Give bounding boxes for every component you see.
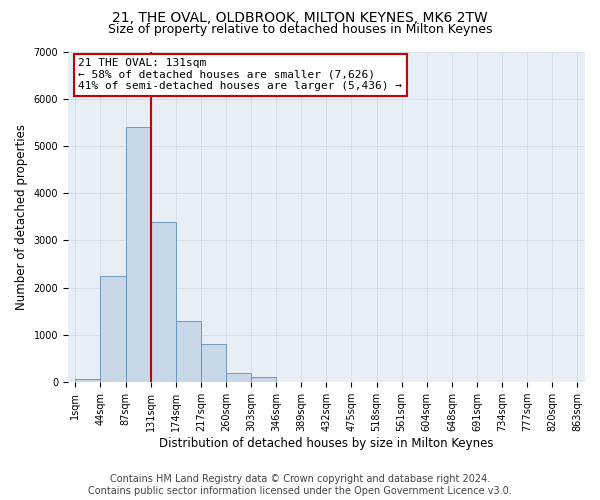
Bar — [201, 344, 226, 382]
Bar — [125, 127, 151, 382]
Bar — [76, 378, 100, 382]
Text: Size of property relative to detached houses in Milton Keynes: Size of property relative to detached ho… — [108, 22, 492, 36]
Bar — [151, 222, 176, 382]
Bar — [226, 373, 251, 382]
Bar — [100, 276, 125, 382]
Y-axis label: Number of detached properties: Number of detached properties — [15, 124, 28, 310]
Text: Contains HM Land Registry data © Crown copyright and database right 2024.
Contai: Contains HM Land Registry data © Crown c… — [88, 474, 512, 496]
Bar — [176, 321, 201, 382]
X-axis label: Distribution of detached houses by size in Milton Keynes: Distribution of detached houses by size … — [159, 437, 494, 450]
Text: 21 THE OVAL: 131sqm
← 58% of detached houses are smaller (7,626)
41% of semi-det: 21 THE OVAL: 131sqm ← 58% of detached ho… — [78, 58, 402, 92]
Bar — [251, 378, 277, 382]
Text: 21, THE OVAL, OLDBROOK, MILTON KEYNES, MK6 2TW: 21, THE OVAL, OLDBROOK, MILTON KEYNES, M… — [112, 11, 488, 25]
